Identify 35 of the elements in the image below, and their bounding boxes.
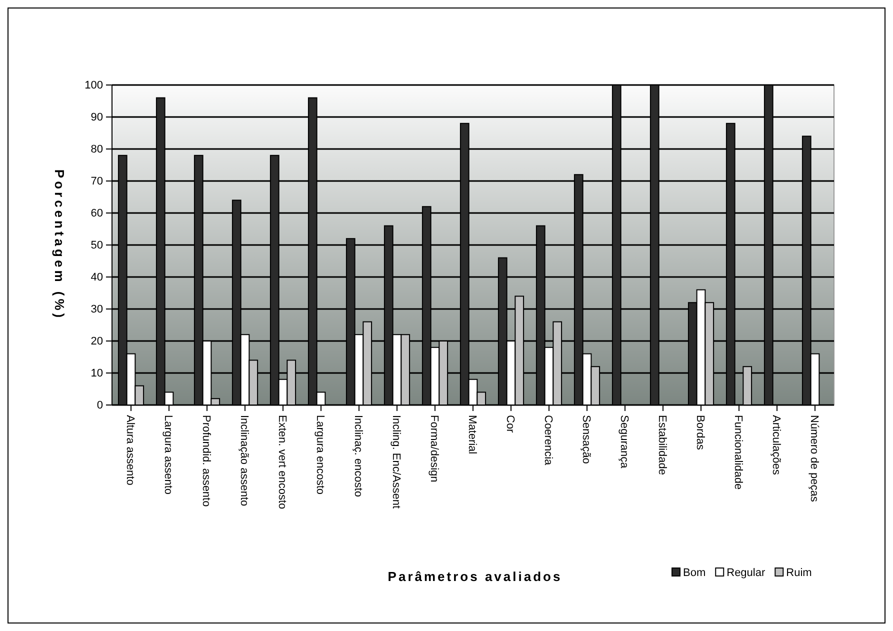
y-tick-label: 10 (90, 368, 103, 380)
x-tick-label: Altura assento (124, 415, 136, 486)
y-tick-label: 100 (84, 80, 103, 92)
x-tick-label: Forma/design (428, 415, 440, 482)
x-tick-label: Material (466, 415, 478, 454)
legend-label: Regular (726, 567, 766, 579)
x-tick-label: Coerencia (542, 415, 554, 466)
y-axis-title: Porcentagem (%) (52, 169, 67, 321)
x-tick-label: Largura assento (162, 415, 174, 494)
x-tick-label: Segurança (618, 415, 630, 470)
y-tick-label: 70 (90, 176, 103, 188)
x-tick-label: Estabilidade (656, 415, 668, 475)
x-tick-label: Exten. vert encosto (276, 415, 288, 510)
y-tick-label: 20 (90, 336, 103, 348)
y-tick-label: 90 (90, 112, 103, 124)
x-tick-label: Incling. Enc/Assent (390, 415, 402, 509)
legend-label: Ruim (786, 567, 812, 579)
x-tick-label: Articulações (770, 415, 782, 476)
x-tick-label: Inclinaç. encosto (352, 415, 364, 497)
x-tick-label: Inclinação assento (238, 415, 250, 506)
x-tick-label: Profundid. assento (200, 415, 212, 507)
y-tick-label: 60 (90, 208, 103, 220)
x-tick-label: Largura encosto (314, 415, 326, 494)
x-tick-label: Bordas (694, 415, 706, 450)
legend-label: Bom (683, 567, 706, 579)
x-tick-label: Número de peças (808, 415, 820, 502)
y-tick-label: 50 (90, 240, 103, 252)
y-tick-label: 40 (90, 272, 103, 284)
x-axis-title: Parâmetros avaliados (388, 569, 562, 584)
x-tick-label: Funcionalidade (732, 415, 744, 490)
x-tick-label: Sensação (580, 415, 592, 464)
y-tick-label: 0 (96, 400, 103, 412)
y-tick-label: 30 (90, 304, 103, 316)
x-tick-label: Cor (504, 415, 516, 434)
y-tick-label: 80 (90, 144, 103, 156)
